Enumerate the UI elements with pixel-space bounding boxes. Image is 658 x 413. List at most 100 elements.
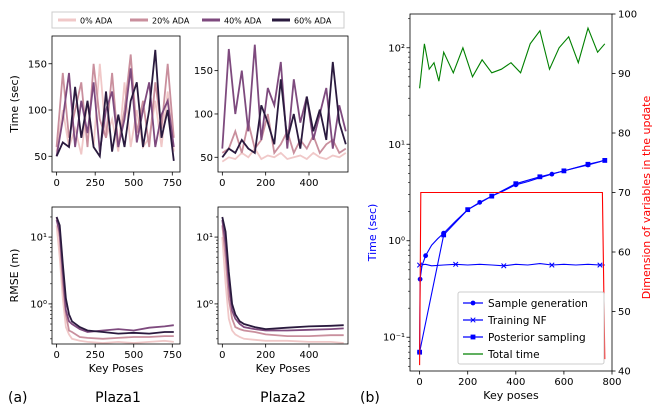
x-tick-label: 500 <box>124 178 143 189</box>
x-tick-label: 500 <box>124 350 143 361</box>
series-line-dimension <box>419 191 606 366</box>
series-line-20-ada <box>55 54 175 148</box>
legend-label-2: Posterior sampling <box>488 332 586 344</box>
series-line-60-ada <box>221 216 344 331</box>
panel-label-b: (b) <box>360 390 380 406</box>
plaza2-rmse-axes: 0 200 400 10⁰ 10¹ Key Poses <box>196 206 349 375</box>
point-training-nf <box>453 261 459 267</box>
x-tick-label: 400 <box>299 178 318 189</box>
series-line-60-ada <box>55 49 175 162</box>
x-axis-label: Key Poses <box>89 362 144 375</box>
y2-tick-label: 40 <box>618 367 631 378</box>
legend-label-1: Training NF <box>487 315 547 327</box>
y-tick-label: 10⁰ <box>388 236 405 247</box>
y2-tick-label: 70 <box>618 188 631 199</box>
y-axis-label: Time (sec) <box>366 204 379 263</box>
y-tick-label: 10¹ <box>196 233 213 244</box>
point-posterior-sampling <box>602 158 608 163</box>
legend-label-3: 60% ADA <box>294 17 332 26</box>
point-posterior-sampling <box>465 207 471 213</box>
y2-tick-label: 80 <box>618 129 631 140</box>
series-line-40-ada <box>55 68 175 157</box>
y-tick-label: 10⁰ <box>30 299 47 310</box>
legend-label-0: 0% ADA <box>80 17 113 26</box>
x-tick-label: 250 <box>86 350 105 361</box>
axes-frame <box>51 35 181 173</box>
series-line-60-ada <box>221 61 347 158</box>
legend-marker-2 <box>470 334 476 340</box>
point-posterior-sampling <box>537 174 543 180</box>
legend-marker-1 <box>470 317 476 323</box>
y-tick-label: 10⁻¹ <box>383 333 405 344</box>
x-tick-label: 0 <box>416 377 422 388</box>
point-posterior-sampling <box>513 181 519 187</box>
y-tick-label: 50 <box>200 153 213 164</box>
x-tick-label: 600 <box>554 377 573 388</box>
x-axis-label: Key poses <box>483 389 539 402</box>
point-posterior-sampling <box>489 193 495 199</box>
plaza1-time-axes: 0 250 500 750 50 100 150 Time (sec) <box>8 35 182 189</box>
axes-frame <box>51 206 181 345</box>
point-training-nf <box>416 262 423 268</box>
series-line-60-ada <box>55 216 174 335</box>
x-tick-label: 0 <box>219 178 225 189</box>
panel-label-a: (a) <box>8 390 28 406</box>
y-tick-label: 150 <box>194 66 213 77</box>
y-tick-label: 10¹ <box>388 140 405 151</box>
series-line-40-ada <box>55 219 174 333</box>
plaza2-time-axes: 0 200 400 50 100 150 <box>194 35 349 189</box>
x-tick-label: 200 <box>458 377 477 388</box>
point-training-nf <box>501 263 507 269</box>
y2-tick-label: 60 <box>618 248 631 259</box>
legend-label-2: 40% ADA <box>224 17 262 26</box>
y-axis-label: Time (sec) <box>8 75 21 134</box>
y-tick-label: 10² <box>388 43 405 54</box>
x-tick-label: 200 <box>256 350 275 361</box>
x-tick-label: 0 <box>53 350 59 361</box>
legend-label-3: Total time <box>487 349 540 361</box>
x-tick-label: 250 <box>86 178 105 189</box>
series-line-20-ada <box>221 225 344 338</box>
y-tick-label: 150 <box>28 59 47 70</box>
series-line-total-time <box>419 26 606 89</box>
legend-box <box>51 11 345 29</box>
shared-legend: 0% ADA 20% ADA 40% ADA 60% ADA <box>51 11 345 29</box>
series-line-training-nf <box>419 263 605 267</box>
x-tick-label: 400 <box>299 350 318 361</box>
x-axis-label: Key Poses <box>256 362 311 375</box>
point-posterior-sampling <box>585 161 591 167</box>
x-tick-label: 400 <box>506 377 525 388</box>
x-tick-label: 750 <box>163 178 182 189</box>
series-line-0-ada <box>221 147 347 163</box>
x-tick-label: 0 <box>53 178 59 189</box>
timing-legend: Sample generation Training NF Posterior sa… <box>457 291 605 365</box>
timing-breakdown-axes: 0 200 400 600 800 10⁻¹ 10⁰ 10¹ 10² 40 50 60 70 80 90 10… <box>366 10 653 403</box>
series-line-20-ada <box>221 113 347 156</box>
axes-frame <box>217 35 349 173</box>
plaza2-title: Plaza2 <box>260 390 306 406</box>
series-line-20-ada <box>55 216 174 340</box>
x-tick-label: 200 <box>256 178 275 189</box>
x-tick-label: 750 <box>163 350 182 361</box>
series-line-0-ada <box>55 225 174 344</box>
legend-label-1: 20% ADA <box>152 17 190 26</box>
plaza1-title: Plaza1 <box>95 390 141 406</box>
y-tick-label: 100 <box>28 106 47 117</box>
series-line-0-ada <box>221 237 344 344</box>
point-posterior-sampling <box>561 168 567 174</box>
y-tick-label: 100 <box>194 109 213 120</box>
y-axis-label: RMSE (m) <box>8 249 21 303</box>
point-training-nf <box>549 262 555 268</box>
series-line-40-ada <box>221 219 344 332</box>
x-tick-label: 0 <box>219 350 225 361</box>
y2-tick-label: 90 <box>618 69 631 80</box>
point-training-nf <box>597 262 603 268</box>
plaza1-rmse-axes: 0 250 500 750 10⁰ 10¹ Key Poses RMSE (m) <box>8 206 182 375</box>
x-tick-label: 800 <box>602 377 621 388</box>
legend-label-0: Sample generation <box>488 298 588 310</box>
y-tick-label: 50 <box>34 152 47 163</box>
y2-tick-label: 50 <box>618 307 631 318</box>
y-tick-label: 10⁰ <box>196 299 213 310</box>
y2-axis-label: Dimension of variables in the update <box>640 96 653 300</box>
